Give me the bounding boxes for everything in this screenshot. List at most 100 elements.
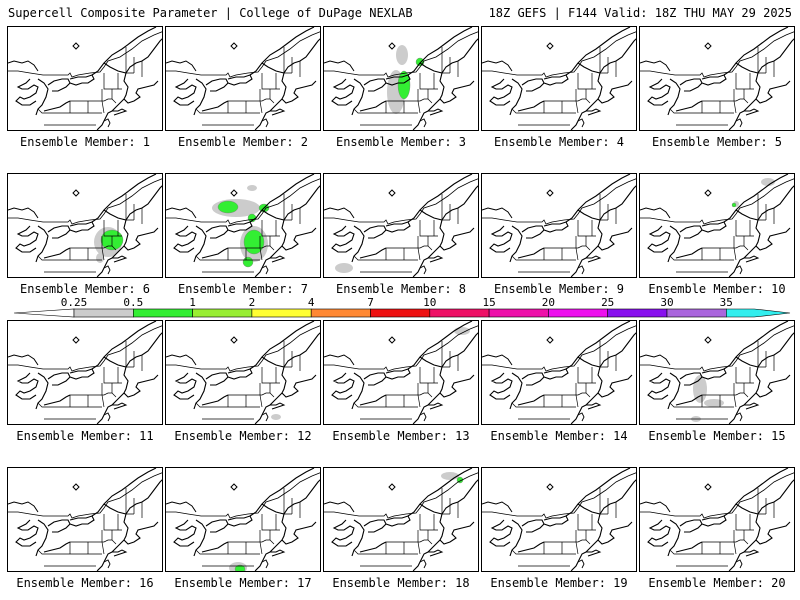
run-info: 18Z GEFS | F144 Valid: 18Z THU MAY 29 20… <box>488 6 792 20</box>
legend-tick-label: 1 <box>189 296 196 309</box>
legend-tick-label: 10 <box>423 296 436 309</box>
scp-area-0-25 <box>396 45 408 65</box>
scp-area-0-5 <box>242 256 254 268</box>
ensemble-member-label: Ensemble Member: 6 <box>19 282 151 296</box>
state-coastline-outlines <box>8 321 162 424</box>
ensemble-member-label: Ensemble Member: 14 <box>490 429 628 443</box>
scp-area-0-25 <box>704 399 724 407</box>
scp-area-0-5 <box>731 202 737 208</box>
state-coastline-outlines <box>324 174 478 277</box>
northeast-us-map <box>640 27 794 130</box>
map-panel <box>7 320 163 425</box>
map-panel <box>7 467 163 572</box>
legend-swatch <box>310 308 371 318</box>
state-coastline-outlines <box>8 468 162 571</box>
legend-tick-label: 2 <box>249 296 256 309</box>
state-coastline-outlines <box>482 468 636 571</box>
northeast-us-map <box>166 321 320 424</box>
state-coastline-outlines <box>8 174 162 277</box>
legend-tick-label: 35 <box>720 296 733 309</box>
legend-tick-label: 30 <box>660 296 673 309</box>
ensemble-member-label: Ensemble Member: 17 <box>174 576 312 590</box>
scp-area-0-25 <box>271 414 281 420</box>
scp-contours <box>229 562 247 571</box>
map-panel <box>639 173 795 278</box>
northeast-us-map <box>166 174 320 277</box>
northeast-us-map <box>640 468 794 571</box>
map-panel <box>639 26 795 131</box>
state-coastline-outlines <box>482 174 636 277</box>
ensemble-member-label: Ensemble Member: 3 <box>335 135 467 149</box>
legend-swatch <box>192 308 253 318</box>
northeast-us-map <box>8 174 162 277</box>
legend-tick-label: 7 <box>367 296 374 309</box>
ensemble-member-label: Ensemble Member: 4 <box>493 135 625 149</box>
northeast-us-map <box>8 27 162 130</box>
state-coastline-outlines <box>324 468 478 571</box>
legend-swatch <box>251 308 312 318</box>
legend-tick-label: 20 <box>542 296 555 309</box>
map-panel <box>165 173 321 278</box>
state-coastline-outlines <box>166 174 320 277</box>
northeast-us-map <box>640 321 794 424</box>
legend-low-arrow <box>13 308 75 318</box>
scp-area-0-5 <box>243 229 265 255</box>
northeast-us-map <box>8 468 162 571</box>
scp-area-0-25 <box>96 253 104 263</box>
legend-swatch <box>725 308 791 318</box>
legend-tick-label: 0.25 <box>61 296 88 309</box>
map-panel <box>639 320 795 425</box>
legend-swatch <box>133 308 193 318</box>
legend-swatch <box>548 308 609 318</box>
legend-tick-label: 0.5 <box>123 296 143 309</box>
ensemble-member-label: Ensemble Member: 10 <box>648 282 786 296</box>
ensemble-member-label: Ensemble Member: 12 <box>174 429 312 443</box>
legend-swatch <box>607 308 668 318</box>
scp-area-0-25 <box>335 263 353 273</box>
map-panel <box>481 173 637 278</box>
legend-swatch <box>488 308 549 318</box>
scp-contours <box>731 178 775 208</box>
map-panel <box>7 26 163 131</box>
legend-tick-label: 15 <box>482 296 495 309</box>
northeast-us-map <box>324 174 478 277</box>
northeast-us-map <box>324 27 478 130</box>
scp-contours <box>271 414 281 420</box>
legend-tick-label: 4 <box>308 296 315 309</box>
state-coastline-outlines <box>482 321 636 424</box>
map-panel <box>481 467 637 572</box>
northeast-us-map <box>482 27 636 130</box>
ensemble-member-label: Ensemble Member: 2 <box>177 135 309 149</box>
map-panel <box>323 320 479 425</box>
state-coastline-outlines <box>166 321 320 424</box>
scp-contours <box>454 327 470 335</box>
map-panel <box>165 467 321 572</box>
ensemble-member-label: Ensemble Member: 5 <box>651 135 783 149</box>
state-coastline-outlines <box>324 321 478 424</box>
scp-contours <box>335 263 353 273</box>
ensemble-member-label: Ensemble Member: 9 <box>493 282 625 296</box>
scp-area-0-25 <box>247 185 257 191</box>
ensemble-member-label: Ensemble Member: 7 <box>177 282 309 296</box>
map-panel <box>323 467 479 572</box>
map-panel <box>481 320 637 425</box>
northeast-us-map <box>166 468 320 571</box>
state-coastline-outlines <box>640 468 794 571</box>
legend-swatch <box>429 308 490 318</box>
northeast-us-map <box>8 321 162 424</box>
page-title: Supercell Composite Parameter | College … <box>8 6 413 20</box>
map-panel <box>165 320 321 425</box>
ensemble-member-label: Ensemble Member: 16 <box>16 576 154 590</box>
map-panel <box>323 26 479 131</box>
legend-tick-label: 25 <box>601 296 614 309</box>
state-coastline-outlines <box>640 174 794 277</box>
northeast-us-map <box>324 468 478 571</box>
scp-area-0-25 <box>454 327 470 335</box>
scp-area-0-5 <box>397 70 411 100</box>
northeast-us-map <box>482 468 636 571</box>
scp-area-0-5 <box>217 200 239 214</box>
scp-area-0-25 <box>761 178 775 186</box>
state-coastline-outlines <box>166 27 320 130</box>
ensemble-member-label: Ensemble Member: 19 <box>490 576 628 590</box>
map-panel <box>165 26 321 131</box>
